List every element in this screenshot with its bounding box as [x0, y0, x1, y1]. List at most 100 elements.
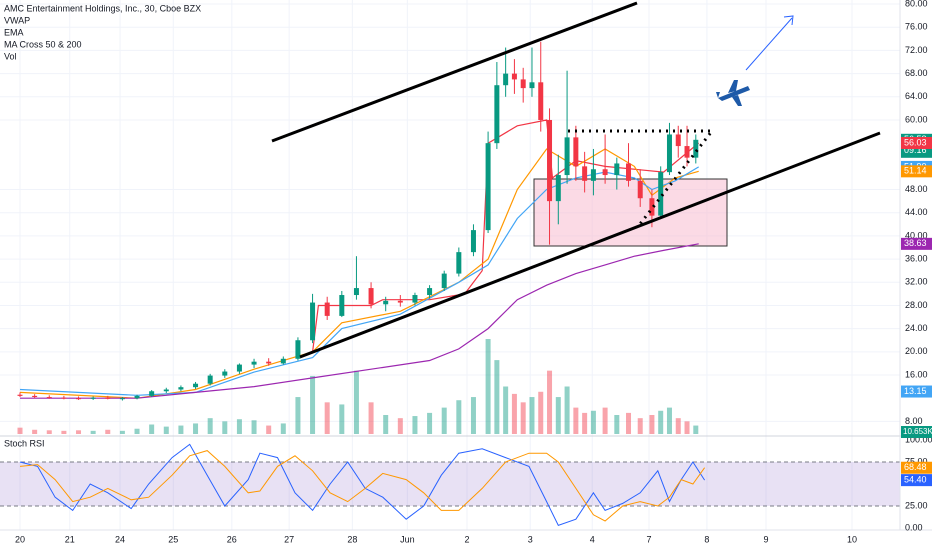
- candle-body: [547, 119, 553, 202]
- x-tick-label: 10: [847, 534, 857, 544]
- candle-body: [693, 139, 699, 158]
- arrow: [745, 17, 793, 71]
- x-tick-label: 3: [528, 534, 533, 544]
- price-label: 38.63: [904, 238, 927, 248]
- volume-bar: [456, 400, 462, 434]
- price-label-bg: [901, 385, 932, 398]
- volume-bar: [494, 360, 500, 434]
- candle-body: [222, 371, 228, 376]
- y-tick-label: 60.00: [905, 114, 928, 124]
- volume-bar: [666, 407, 672, 434]
- candle-body: [310, 302, 316, 341]
- candle-body: [441, 273, 447, 289]
- volume-bar: [193, 423, 199, 434]
- candle-body: [666, 134, 672, 173]
- price-label-bg: [901, 165, 932, 178]
- volume-bar: [626, 412, 632, 434]
- x-tick-label: 20: [15, 534, 25, 544]
- volume-bar: [538, 391, 544, 434]
- volume-bar: [582, 412, 588, 434]
- volume-bar: [485, 339, 491, 434]
- y-tick-label: 80.00: [905, 0, 928, 8]
- candle-body: [193, 383, 199, 388]
- x-tick-label: 4: [590, 534, 595, 544]
- candle-body: [590, 169, 596, 181]
- candle-body: [626, 163, 632, 181]
- candle-body: [503, 73, 509, 86]
- x-tick-label: 7: [646, 534, 651, 544]
- drawings: [533, 178, 728, 247]
- volume-bar: [251, 420, 257, 434]
- candle-body: [163, 389, 169, 392]
- volume-bar: [470, 397, 476, 434]
- candle-body: [564, 137, 570, 176]
- volume-label: 10.653K: [903, 427, 932, 436]
- stoch-label: 68.48: [904, 462, 927, 472]
- candle-body: [412, 295, 418, 303]
- candle-body: [637, 180, 643, 199]
- arrow-head: [783, 15, 794, 26]
- candle-body: [511, 73, 517, 80]
- volume-bar: [441, 407, 447, 434]
- y-tick-label: 8.00: [905, 416, 923, 426]
- candle-body: [684, 146, 690, 158]
- price-label-bg: [901, 136, 932, 149]
- background: [0, 0, 900, 530]
- volume-bar: [105, 429, 111, 434]
- candle-body: [383, 300, 389, 305]
- stoch-label: 54.40: [904, 475, 927, 485]
- volume-bar: [90, 430, 96, 434]
- overlay: [271, 1, 881, 359]
- x-tick-label: 27: [284, 534, 294, 544]
- candle-body: [538, 82, 544, 120]
- volume-bar: [178, 425, 184, 434]
- candle-body: [555, 175, 561, 202]
- candle-body: [17, 394, 23, 396]
- volume-bar: [412, 416, 418, 434]
- volume-bar: [637, 418, 643, 434]
- candle-body: [134, 395, 140, 399]
- volume-bar: [280, 423, 286, 434]
- volume-bar: [61, 430, 67, 434]
- symbol-title: AMC Entertainment Holdings, Inc., 30, Cb…: [4, 3, 201, 13]
- candle-body: [614, 163, 620, 176]
- candle-body: [529, 82, 535, 89]
- stoch-title: Stoch RSI: [4, 438, 45, 448]
- countdown: 09:16: [904, 145, 927, 155]
- volume-bar: [295, 397, 301, 434]
- candle-body: [427, 288, 433, 296]
- x-tick-label: 24: [115, 534, 125, 544]
- y-tick-label: 24.00: [905, 323, 928, 333]
- volume-bar: [76, 430, 82, 434]
- volume-bar: [207, 418, 213, 434]
- candle-body: [251, 361, 257, 365]
- x-tick-label: 25: [168, 534, 178, 544]
- volume-bar: [119, 430, 125, 434]
- stoch-band: [0, 462, 900, 506]
- volume-bar: [511, 393, 517, 434]
- stoch-label-bg: [901, 461, 932, 474]
- y-tick-label: 20.00: [905, 346, 928, 356]
- volume-bar: [17, 427, 23, 434]
- volume-bar: [236, 419, 242, 434]
- price-label: 13.15: [904, 386, 927, 396]
- indicator-line: [19, 450, 706, 522]
- volume-bar: [310, 375, 316, 434]
- candle-body: [61, 397, 67, 399]
- stoch-tick-label: 100.00: [905, 434, 932, 444]
- stoch-tick-label: 0.00: [905, 522, 923, 532]
- volume-bar: [163, 426, 169, 434]
- candle-body: [675, 134, 681, 147]
- stoch-tick-label: 75.00: [905, 456, 928, 466]
- indicator-legend: VWAP: [4, 15, 30, 25]
- candle-body: [520, 79, 526, 89]
- labels: AMC Entertainment Holdings, Inc., 30, Cb…: [4, 0, 932, 544]
- volume-bar: [222, 421, 228, 434]
- candle-body: [368, 288, 374, 305]
- x-tick-label: 2: [465, 534, 470, 544]
- volume-bar: [529, 397, 535, 434]
- candle-body: [494, 85, 500, 144]
- stoch-tick-label: 25.00: [905, 500, 928, 510]
- indicator-line: [20, 243, 699, 399]
